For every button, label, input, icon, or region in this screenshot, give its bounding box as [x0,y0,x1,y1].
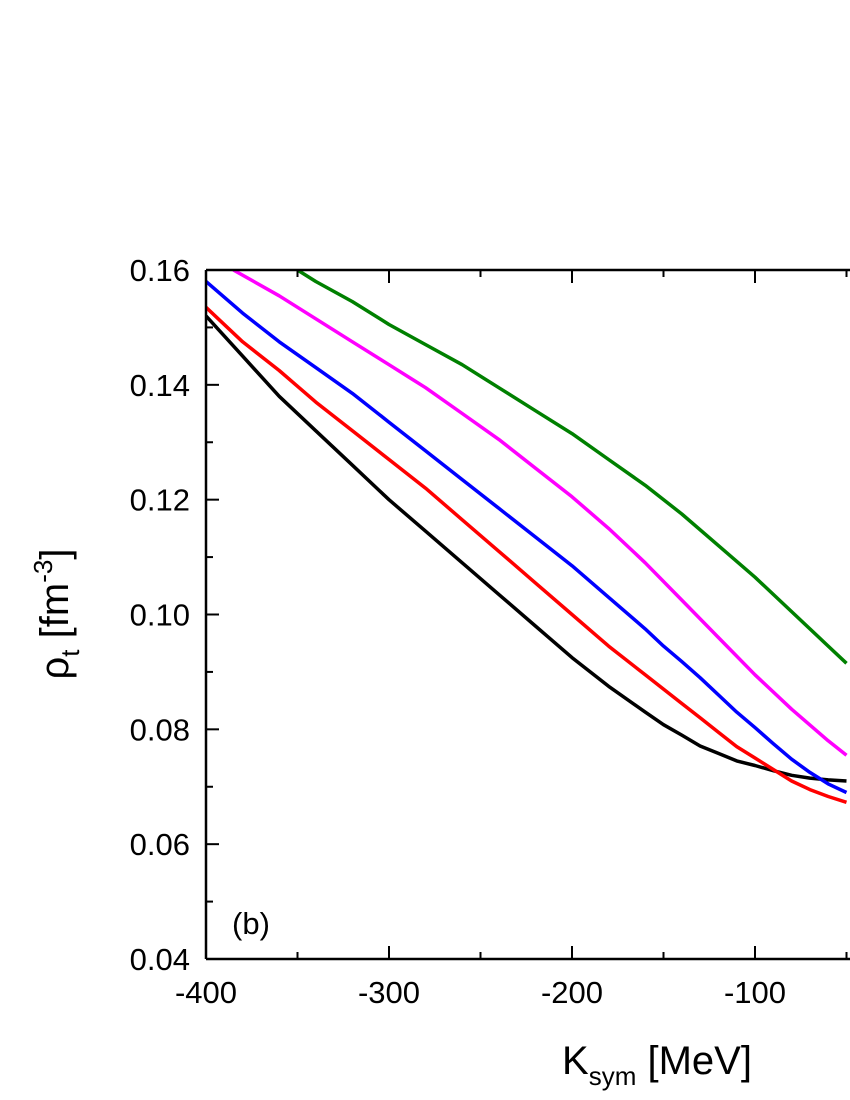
y-axis-title-rest: [fm [33,583,77,650]
y-axis-title-sub: t [55,649,85,657]
x-axis-title-rest: [MeV] [636,1039,752,1083]
tick-group [205,269,848,960]
x-axis-title-main: K [562,1039,589,1083]
series-line-1 [206,314,847,783]
y-tick-label: 0.04 [130,942,190,977]
y-tick-label: 0.16 [130,253,190,288]
x-tick-label: -200 [541,975,603,1010]
y-axis-title-sup: -3 [28,560,58,583]
series-group [206,270,848,804]
x-tick-label: -400 [175,975,237,1010]
series-line-4 [232,270,848,757]
y-axis-title: ρt [fm-3] [28,549,85,680]
x-tick-label: -100 [724,975,786,1010]
tick-label-group: -400 -300 -200 -100 0.04 0.06 0.08 0.10 0.12 0.14… [130,253,786,1010]
y-tick-label: 0.08 [130,712,190,747]
y-tick-label: 0.14 [130,368,190,403]
panel-label: (b) [232,906,270,941]
series-line-2 [206,306,848,804]
series-line-5 [296,270,848,665]
x-axis-title: Ksym [MeV] [562,1039,752,1091]
y-tick-label: 0.12 [130,483,190,518]
series-line-3 [206,280,848,795]
x-axis-title-sub: sym [589,1061,637,1091]
y-axis-title-main: ρ [33,657,77,680]
x-tick-label: -300 [358,975,420,1010]
y-tick-label: 0.10 [130,598,190,633]
y-tick-label: 0.06 [130,827,190,862]
y-axis-title-end: ] [33,549,77,560]
